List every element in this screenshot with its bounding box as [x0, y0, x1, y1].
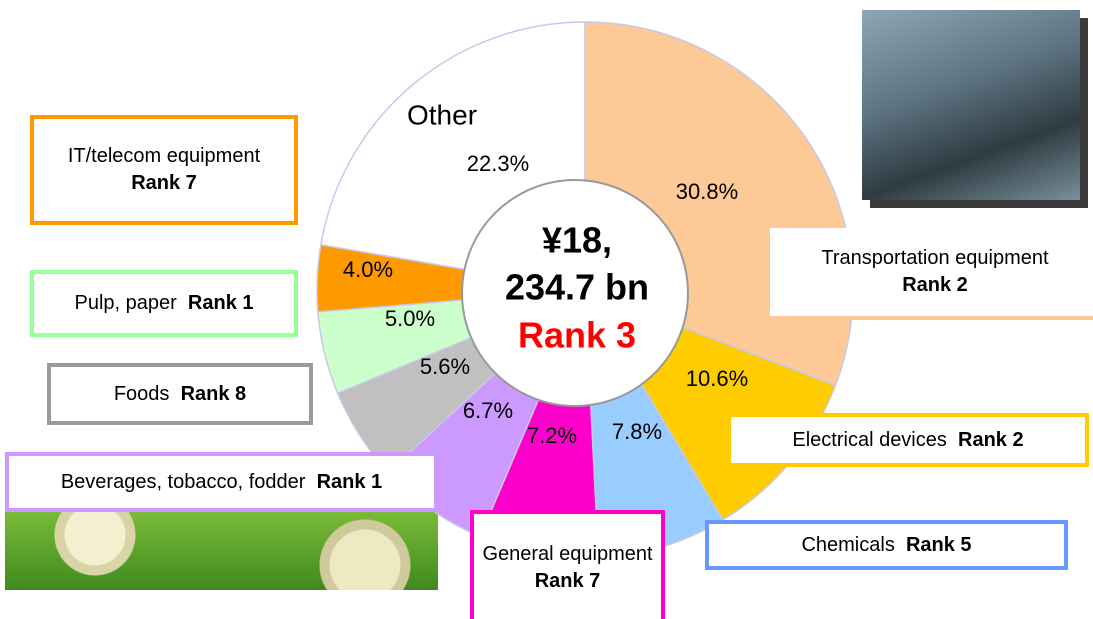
category-rank: Rank 2: [902, 274, 968, 296]
category-label: Foods: [113, 382, 170, 405]
category-rank: Rank 7: [534, 569, 601, 592]
category-box: Chemicals Rank 5: [705, 520, 1068, 570]
category-label: Pulp, paper: [74, 292, 177, 314]
category-box: Transportation equipment Rank 2: [770, 228, 1093, 320]
category-label: IT/telecom equipment: [67, 145, 261, 167]
value-label: 5.6%: [420, 354, 470, 379]
category-rank: Rank 1: [316, 470, 383, 493]
total-value: ¥18,: [542, 220, 612, 261]
category-rank: Rank 2: [958, 428, 1024, 451]
category-box: Beverages, tobacco, fodder Rank 1: [5, 452, 438, 512]
total-rank: Rank 3: [518, 315, 636, 356]
value-label: 4.0%: [343, 257, 393, 282]
category-rank: Rank 5: [905, 533, 972, 556]
value-label: 7.2%: [527, 423, 577, 448]
center-circle: [461, 179, 689, 407]
value-label: 10.6%: [686, 366, 748, 391]
value-label: 6.7%: [463, 398, 513, 423]
category-label: Chemicals: [801, 533, 895, 556]
category-label: General equipment: [482, 542, 653, 565]
value-label: 5.0%: [385, 306, 435, 331]
value-label: 7.8%: [612, 419, 662, 444]
category-box: Foods Rank 8: [47, 363, 313, 425]
category-box: IT/telecom equipment Rank 7: [30, 115, 298, 225]
photo-tea: [5, 505, 438, 590]
value-label: 30.8%: [676, 179, 738, 204]
category-label: Other: [407, 99, 477, 130]
category-rank: Rank 7: [131, 172, 197, 194]
value-label: 22.3%: [467, 151, 529, 176]
category-label: Beverages, tobacco, fodder: [60, 470, 306, 493]
category-box: Electrical devices Rank 2: [727, 413, 1089, 467]
category-box: General equipment Rank 7: [470, 510, 665, 619]
total-value: 234.7 bn: [505, 267, 649, 308]
category-rank: Rank 8: [180, 382, 247, 405]
photo-motorcycle: [862, 10, 1080, 200]
category-box: Pulp, paper Rank 1: [30, 270, 298, 337]
category-label: Transportation equipment: [821, 247, 1049, 269]
category-label: Electrical devices: [792, 428, 947, 451]
category-rank: Rank 1: [187, 292, 254, 314]
